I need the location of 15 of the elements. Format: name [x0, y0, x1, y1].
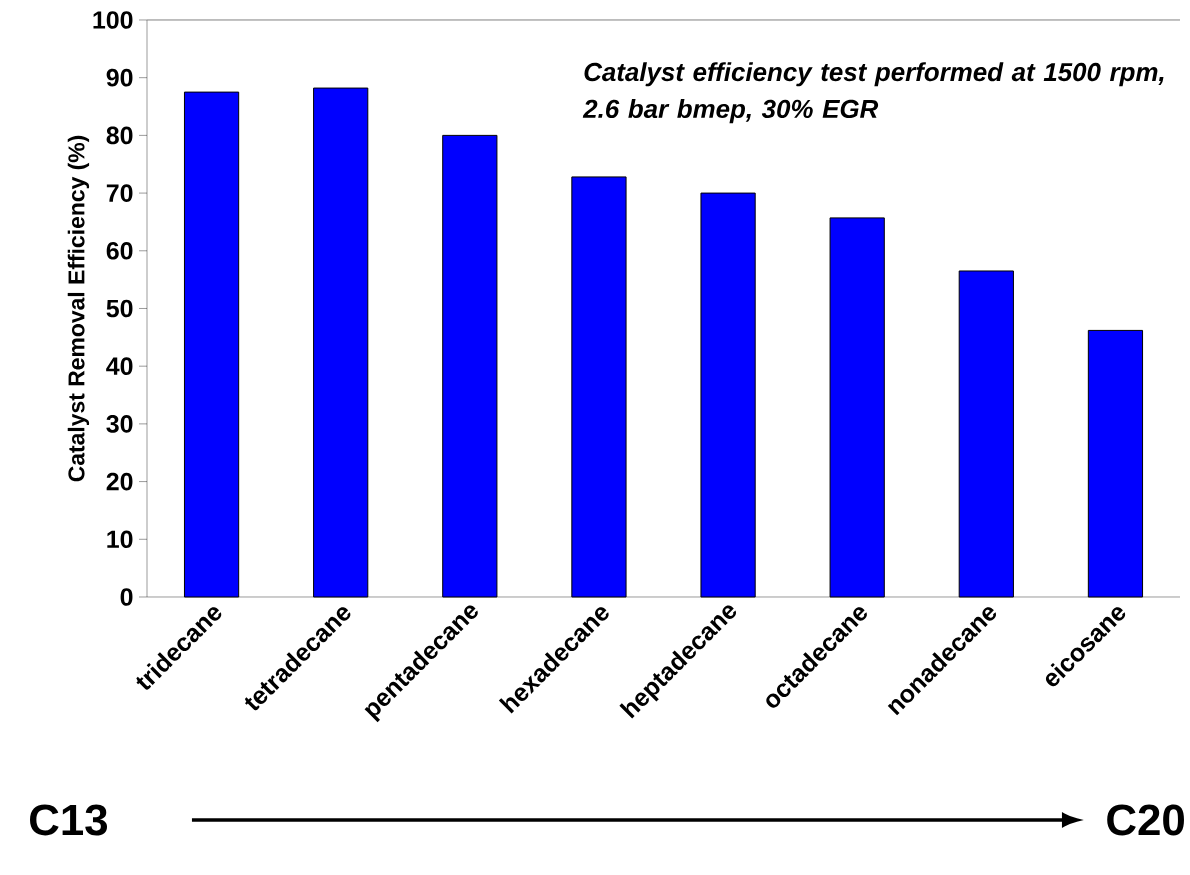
y-tick-label: 50 [106, 299, 133, 318]
y-tick-label: 100 [93, 11, 133, 29]
y-tick-label: 10 [107, 530, 133, 549]
y-tick-label: 20 [106, 472, 133, 491]
y-tick-label: 30 [106, 415, 133, 433]
text: C20 [1107, 804, 1184, 836]
y-tick-label: 40 [106, 357, 133, 376]
y-tick-label: 70 [106, 184, 133, 202]
y-tick-label: 60 [106, 241, 133, 260]
y-tick-label: 0 [120, 588, 133, 606]
text: C13 [30, 804, 108, 836]
y-axis-title: Catalyst Removal Efficiency (%) [67, 135, 90, 482]
annotation: Catalyst efficiency test performed at 1500 rpm, 2.6 bar bmep, 30% EGR [582, 62, 1164, 124]
y-tick-label: 80 [106, 126, 133, 145]
y-tick-label: 90 [106, 68, 133, 87]
